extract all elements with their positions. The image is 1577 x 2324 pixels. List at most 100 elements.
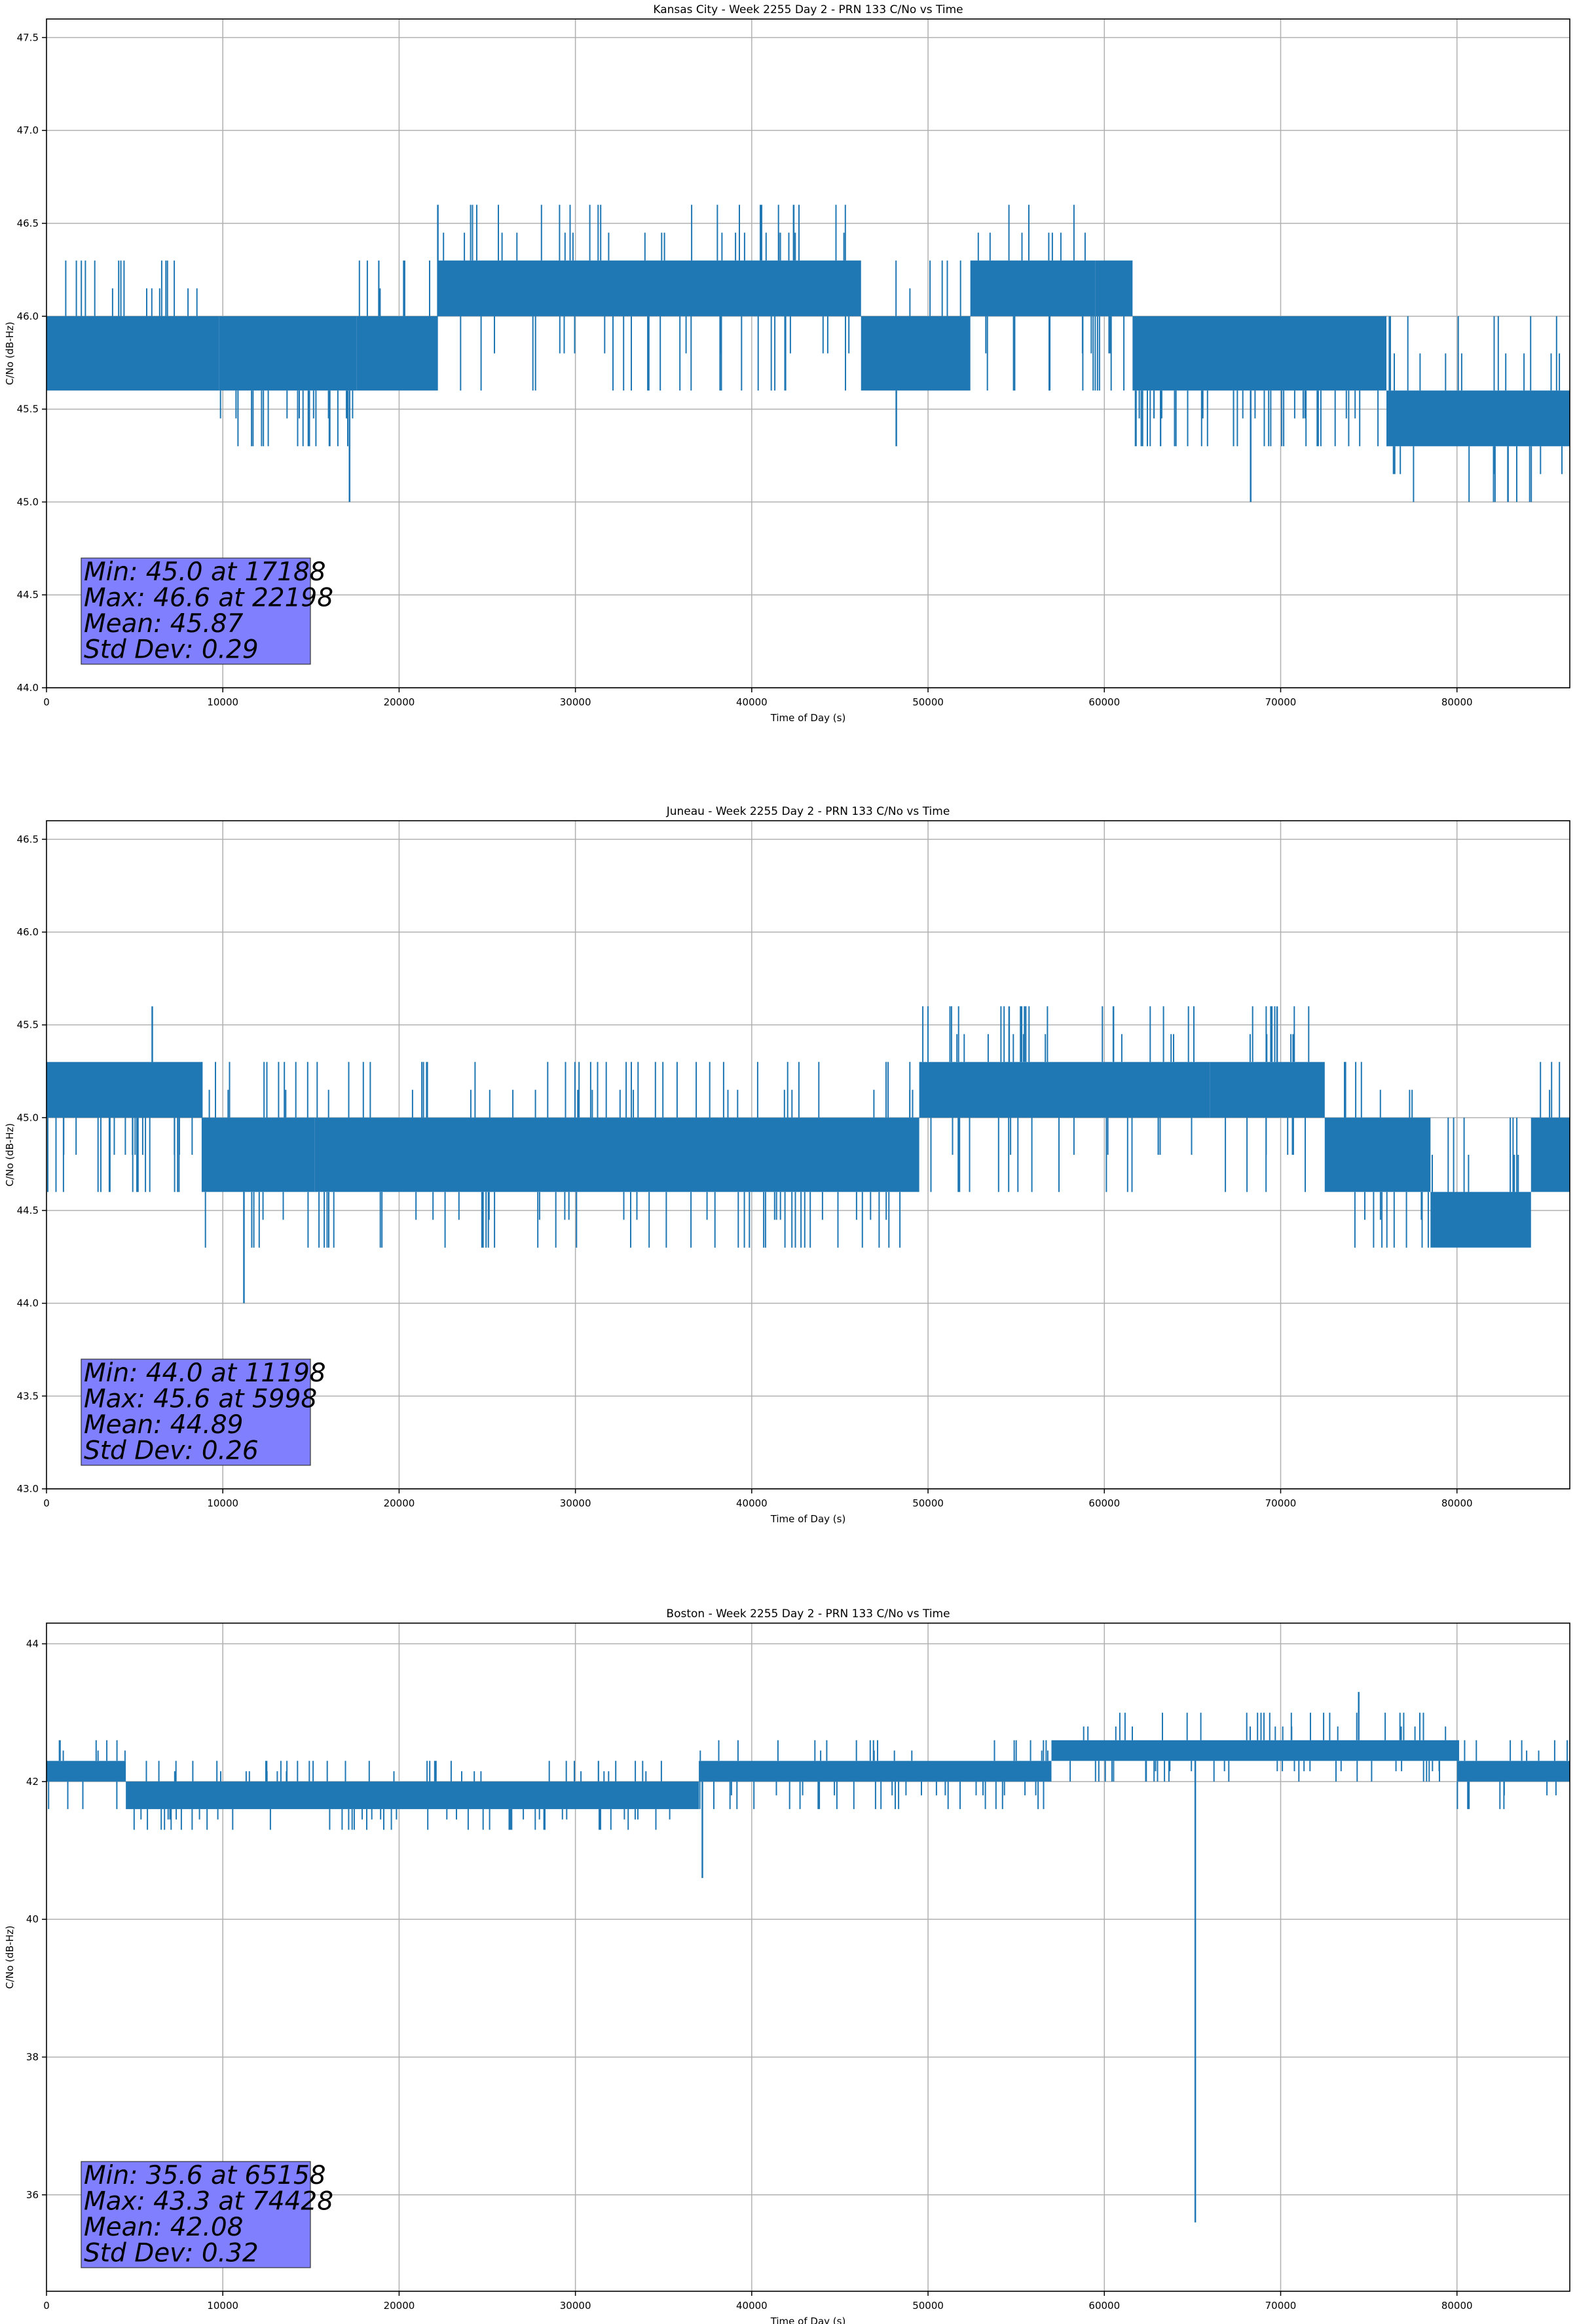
series-excursions	[48, 1740, 126, 1809]
stats-std: Std Dev: 0.29	[84, 635, 259, 665]
y-axis: 44.0 44.5 45.0 45.5 46.0 46.5 47.0 47.5	[17, 31, 46, 694]
y-axis-label: C/No (dB-Hz)	[4, 322, 16, 385]
x-tick-label: 10000	[207, 696, 238, 708]
series-band	[46, 1062, 202, 1118]
x-axis-label: Time of Day (s)	[770, 2315, 846, 2324]
series-band	[919, 1062, 1210, 1118]
y-tick-label: 46.5	[17, 833, 39, 845]
series-excursions	[1432, 1117, 1519, 1192]
x-axis-label: Time of Day (s)	[770, 712, 846, 724]
series-excursions	[1134, 390, 1379, 447]
y-axis: 43.0 43.5 44.0 44.5 45.0 45.5 46.0 46.5	[17, 833, 46, 1495]
x-tick-label: 70000	[1265, 696, 1297, 708]
y-tick-label: 45.0	[17, 496, 39, 508]
x-axis: 0 10000 20000 30000 40000 50000 60000 70000 8000…	[43, 1489, 1473, 1509]
series-excursions	[922, 1006, 1195, 1192]
chart-panel-1: 0 10000 20000 30000 40000 50000 60000 70000 8000…	[4, 3, 1570, 724]
y-tick-label: 45.0	[17, 1112, 39, 1123]
x-tick-label: 0	[43, 696, 50, 708]
series-excursions	[1069, 1712, 1447, 1782]
y-tick-label: 44.5	[17, 1205, 39, 1216]
x-tick-label: 40000	[736, 696, 768, 708]
y-axis: 36 38 40 42 44	[26, 1638, 46, 2201]
series-band	[1132, 316, 1387, 391]
series-excursions	[65, 260, 198, 316]
axes-frame	[46, 820, 1570, 1490]
series-excursions	[699, 1740, 1048, 1809]
stats-mean: Mean: 44.89	[84, 1410, 243, 1440]
x-tick-label: 80000	[1441, 2300, 1473, 2312]
y-tick-label: 45.5	[17, 1019, 39, 1031]
x-tick-label: 60000	[1088, 2300, 1120, 2312]
series-excursions	[358, 260, 430, 316]
series-band	[46, 316, 219, 391]
x-tick-label: 50000	[912, 2300, 944, 2312]
series-excursions	[47, 1117, 193, 1192]
stats-max: Max: 46.6 at 22198	[84, 584, 333, 613]
stats-box-background	[81, 1359, 311, 1466]
series-band	[1456, 1761, 1570, 1782]
series-band	[970, 260, 1096, 316]
series-excursions	[316, 1062, 914, 1248]
stats-box-background	[81, 2161, 311, 2268]
series-band	[314, 1117, 919, 1192]
chart-panel-2: 0 10000 20000 30000 40000 50000 60000 70000 8000…	[4, 805, 1570, 1525]
series-band	[1386, 390, 1570, 447]
chart-title: Boston - Week 2255 Day 2 - PRN 133 C/No …	[666, 1607, 950, 1621]
x-tick-label: 30000	[560, 696, 591, 708]
series-excursions	[977, 204, 1096, 391]
axes-frame	[46, 18, 1570, 688]
y-tick-label: 45.5	[17, 403, 39, 415]
stats-std: Std Dev: 0.32	[84, 2239, 259, 2268]
x-axis-label: Time of Day (s)	[770, 1513, 846, 1525]
y-tick-label: 46.5	[17, 217, 39, 229]
y-tick-label: 46.0	[17, 926, 39, 938]
series-band	[1210, 1062, 1325, 1118]
stats-min: Min: 45.0 at 17188	[84, 557, 326, 587]
series-band	[437, 260, 861, 316]
series-excursions	[1225, 1006, 1310, 1192]
y-tick-label: 44.0	[17, 682, 39, 694]
series-band	[126, 1781, 699, 1809]
stats-max: Max: 43.3 at 74428	[84, 2187, 333, 2217]
x-axis: 0 10000 20000 30000 40000 50000 60000 70000 8000…	[43, 2291, 1473, 2312]
series-excursions	[443, 204, 850, 391]
x-tick-label: 40000	[736, 2300, 768, 2312]
x-tick-label: 0	[43, 2300, 50, 2312]
series-excursions	[201, 1062, 309, 1248]
y-tick-label: 44.5	[17, 589, 39, 601]
y-tick-label: 47.0	[17, 124, 39, 136]
stats-min: Min: 35.6 at 65158	[84, 2161, 326, 2190]
x-tick-label: 50000	[912, 1497, 944, 1509]
x-tick-label: 60000	[1088, 696, 1120, 708]
series-excursions	[219, 390, 354, 447]
x-axis: 0 10000 20000 30000 40000 50000 60000 70000 8000…	[43, 688, 1473, 708]
series-band	[861, 316, 971, 391]
x-tick-label: 0	[43, 1497, 50, 1509]
series-c-no	[46, 204, 1570, 502]
series-c-no	[46, 1692, 1570, 2222]
chart-panel-3: 0 10000 20000 30000 40000 50000 60000 70000 8000…	[4, 1607, 1570, 2324]
stats-max: Max: 45.6 at 5998	[84, 1385, 317, 1414]
series-band	[219, 316, 357, 391]
series-excursions	[1388, 316, 1563, 502]
series-band	[1531, 1117, 1570, 1192]
y-tick-label: 44.0	[17, 1298, 39, 1309]
y-tick-label: 47.5	[17, 31, 39, 43]
series-band	[1095, 260, 1133, 316]
series-band	[1430, 1191, 1531, 1248]
series-excursions	[1540, 1062, 1561, 1118]
stats-mean: Mean: 42.08	[84, 2213, 243, 2242]
series-excursions	[1096, 316, 1125, 391]
y-tick-label: 46.0	[17, 310, 39, 322]
y-tick-label: 43.0	[17, 1483, 39, 1495]
series-band	[1324, 1117, 1431, 1192]
y-axis-label: C/No (dB-Hz)	[4, 1123, 16, 1187]
chart-title: Kansas City - Week 2255 Day 2 - PRN 133 …	[653, 3, 963, 16]
series-excursions	[1344, 1062, 1429, 1248]
series-excursions	[895, 260, 961, 316]
